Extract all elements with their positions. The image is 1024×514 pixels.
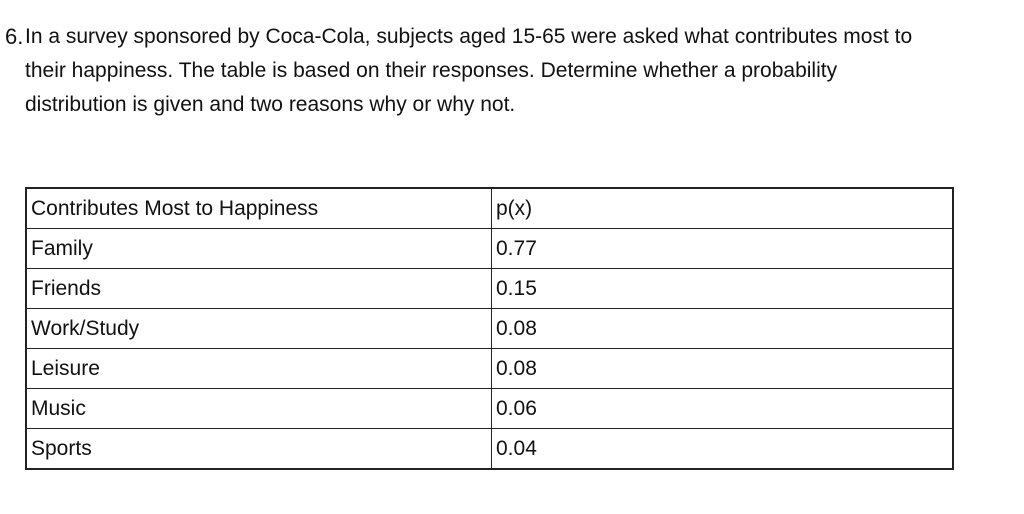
question-text: In a survey sponsored by Coca-Cola, subj… <box>5 20 995 122</box>
category-cell: Leisure <box>25 348 492 389</box>
category-cell: Sports <box>25 428 492 470</box>
probability-cell: 0.08 <box>491 348 954 389</box>
table-row: Sports 0.04 <box>25 428 954 470</box>
table-header-row: Contributes Most to Happiness p(x) <box>25 187 954 229</box>
table-row: Leisure 0.08 <box>25 348 954 389</box>
header-category: Contributes Most to Happiness <box>25 187 492 229</box>
question-line: In a survey sponsored by Coca-Cola, subj… <box>25 25 913 48</box>
probability-cell: 0.04 <box>491 428 954 470</box>
category-cell: Work/Study <box>25 308 492 349</box>
category-cell: Friends <box>25 268 492 309</box>
question-number: 6. <box>5 24 24 49</box>
question-line: their happiness. The table is based on t… <box>25 59 838 82</box>
category-cell: Music <box>25 388 492 429</box>
table-row: Friends 0.15 <box>25 268 954 309</box>
probability-cell: 0.15 <box>491 268 954 309</box>
table-row: Music 0.06 <box>25 388 954 429</box>
probability-cell: 0.06 <box>491 388 954 429</box>
question-block: 6. In a survey sponsored by Coca-Cola, s… <box>5 20 995 122</box>
probability-cell: 0.77 <box>491 228 954 269</box>
header-probability: p(x) <box>491 187 954 229</box>
table-row: Family 0.77 <box>25 228 954 269</box>
probability-cell: 0.08 <box>491 308 954 349</box>
probability-table: Contributes Most to Happiness p(x) Famil… <box>25 187 954 470</box>
table-row: Work/Study 0.08 <box>25 308 954 349</box>
category-cell: Family <box>25 228 492 269</box>
question-line: distribution is given and two reasons wh… <box>25 93 516 116</box>
